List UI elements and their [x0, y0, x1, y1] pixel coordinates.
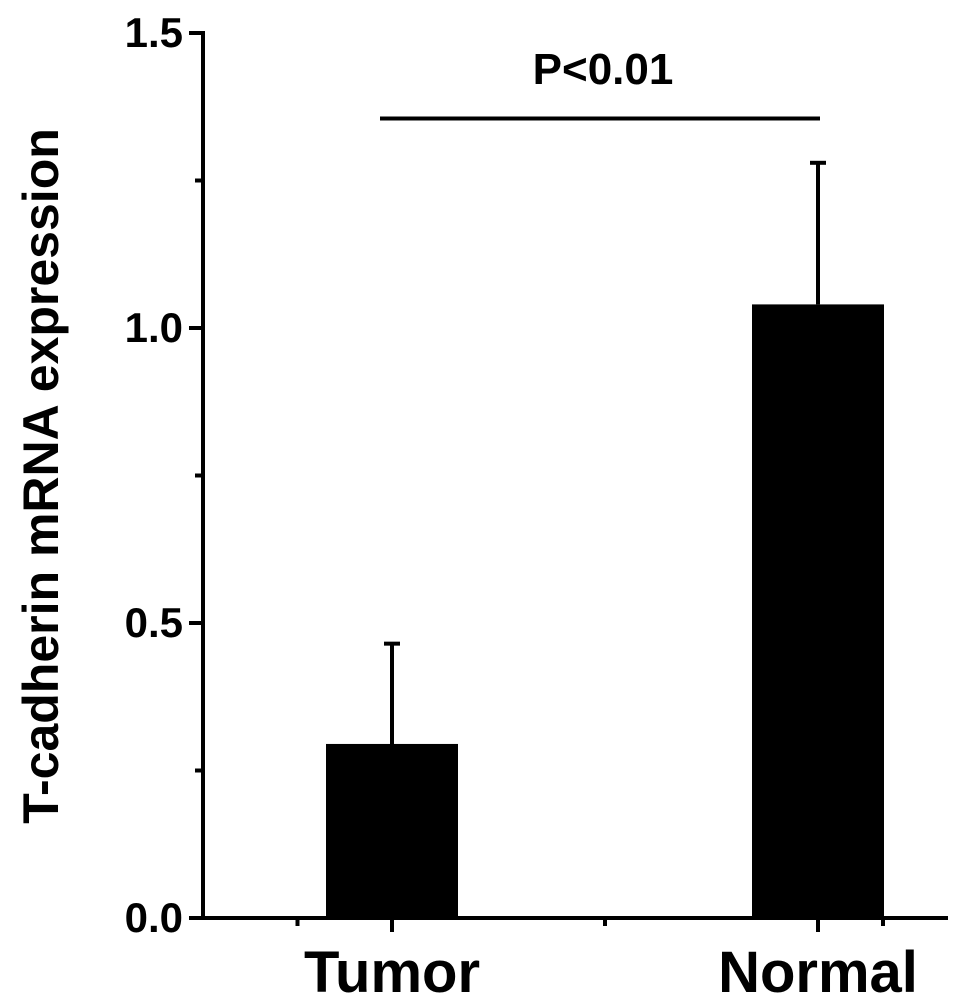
y-tick-label: 0.0 — [125, 894, 183, 941]
error-bars-layer — [384, 160, 826, 744]
x-tick-label-tumor: Tumor — [304, 940, 480, 1005]
y-tick-label: 1.0 — [125, 304, 183, 351]
labels-layer: 0.0 0.5 1.0 1.5 Tumor Normal T-cadherin mRNA e… — [13, 9, 918, 1005]
y-tick-label: 0.5 — [125, 599, 183, 646]
x-tick-label-normal: Normal — [718, 940, 918, 1005]
bar-tumor — [326, 743, 458, 918]
axes-layer — [189, 31, 948, 932]
bars-layer — [326, 304, 884, 918]
bar-normal — [752, 304, 884, 918]
y-tick-label: 1.5 — [125, 9, 183, 56]
y-axis-title: T-cadherin mRNA expression — [13, 128, 69, 824]
significance-label: P<0.01 — [533, 45, 674, 94]
